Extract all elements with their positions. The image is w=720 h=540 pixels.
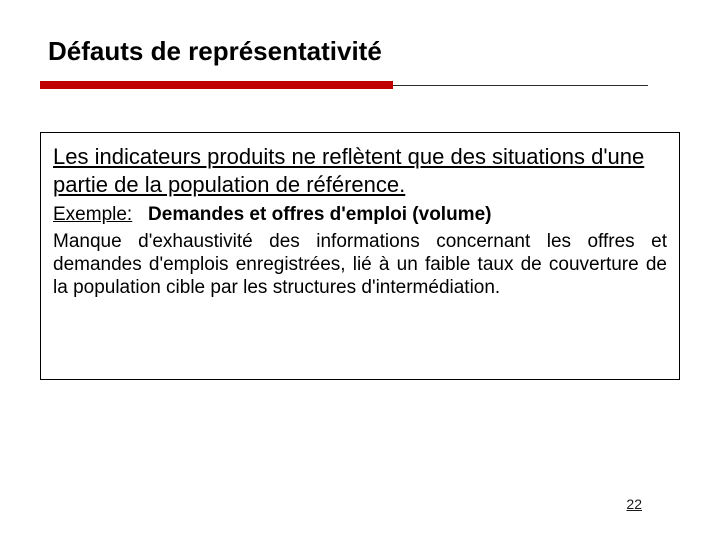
body-text: Manque d'exhaustivité des informations c… xyxy=(53,230,667,300)
title-underline-accent xyxy=(40,81,393,89)
example-label: Exemple: xyxy=(53,204,132,225)
lead-text: Les indicateurs produits ne reflètent qu… xyxy=(53,143,667,198)
example-title: Demandes et offres d'emploi (volume) xyxy=(148,204,491,225)
content-box: Les indicateurs produits ne reflètent qu… xyxy=(40,132,680,380)
page-number: 22 xyxy=(626,496,642,512)
title-underline xyxy=(40,85,648,86)
slide: Défauts de représentativité Les indicate… xyxy=(0,0,720,540)
slide-title: Défauts de représentativité xyxy=(48,36,680,67)
example-line: Exemple: Demandes et offres d'emploi (vo… xyxy=(53,204,667,226)
